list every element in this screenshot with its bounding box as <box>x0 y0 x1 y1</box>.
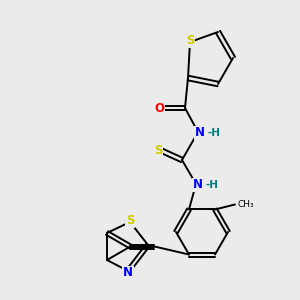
Text: S: S <box>154 143 162 157</box>
Text: CH₃: CH₃ <box>237 200 253 209</box>
Text: N: N <box>193 178 203 191</box>
Text: -H: -H <box>206 180 219 190</box>
Text: -H: -H <box>208 128 221 138</box>
Text: N: N <box>195 127 205 140</box>
Text: O: O <box>154 101 164 115</box>
Text: S: S <box>186 34 194 47</box>
Text: S: S <box>126 214 134 227</box>
Text: N: N <box>123 266 133 280</box>
